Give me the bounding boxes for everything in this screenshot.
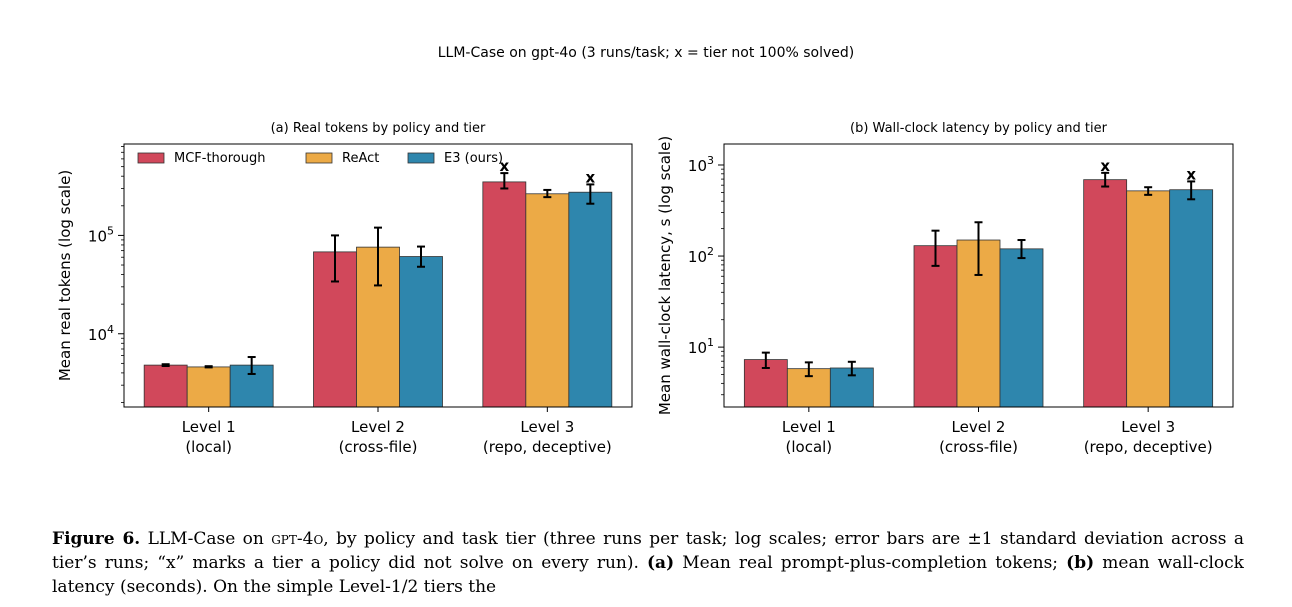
x-tick-label: Level 3 <box>520 418 574 436</box>
y-axis-label: Mean wall-clock latency, s (log scale) <box>656 136 674 415</box>
x-tick-label: Level 1 <box>782 418 836 436</box>
figure-caption: Figure 6. LLM-Case on gpt-4o, by policy … <box>52 527 1244 607</box>
plot-frame <box>723 143 1234 408</box>
panel-a-tokens: (a) Real tokens by policy and tier Mean r… <box>56 121 633 456</box>
unsolved-x-marker: x <box>585 168 595 186</box>
x-tick-label: Level 2 <box>952 418 1006 436</box>
y-tick-label: 102 <box>688 245 714 266</box>
bar-mcf-thorough-level-3 <box>1083 179 1128 408</box>
caption-text-4: mean wall-clock latency (seconds). On th… <box>52 553 1244 597</box>
y-tick-label: 101 <box>688 336 714 357</box>
legend-swatch <box>305 152 333 164</box>
caption-b-label: (b) <box>1066 553 1095 573</box>
bar-mcf-thorough-level-1 <box>143 364 188 408</box>
legend-label: MCF-thorough <box>174 151 266 166</box>
legend-swatch <box>407 152 435 164</box>
bar-react-level-3 <box>1126 190 1171 408</box>
x-tick-sublabel: (local) <box>185 438 232 456</box>
bar-e3-ours-level-2 <box>399 256 443 408</box>
bar-mcf-thorough-level-2 <box>913 245 958 408</box>
unsolved-x-marker: x <box>1186 165 1196 183</box>
panel-title: (a) Real tokens by policy and tier <box>271 121 486 136</box>
caption-text-2: , by policy and task tier (three runs pe… <box>52 529 1244 573</box>
caption-figure-label: Figure 6. <box>52 529 141 549</box>
unsolved-x-marker: x <box>499 157 509 175</box>
y-tick-label: 105 <box>88 224 114 245</box>
legend-swatch <box>137 152 165 164</box>
legend-label: E3 (ours) <box>444 151 503 166</box>
bar-react-level-3 <box>525 193 570 408</box>
caption-text-3: Mean real prompt-plus-completion tokens; <box>674 553 1067 573</box>
caption-a-label: (a) <box>647 553 675 573</box>
bar-mcf-thorough-level-3 <box>482 181 527 408</box>
x-tick-label: Level 3 <box>1121 418 1175 436</box>
panel-title: (b) Wall-clock latency by policy and tie… <box>850 121 1108 136</box>
y-tick-label: 104 <box>88 323 114 344</box>
plot-frame <box>123 143 633 408</box>
x-tick-sublabel: (repo, deceptive) <box>483 438 612 456</box>
caption-text-1: LLM-Case on <box>140 529 272 549</box>
bar-e3-ours-level-3 <box>1169 189 1214 408</box>
legend-label: ReAct <box>342 151 379 166</box>
bar-react-level-1 <box>186 366 231 408</box>
x-tick-sublabel: (cross-file) <box>939 438 1018 456</box>
x-tick-sublabel: (repo, deceptive) <box>1084 438 1213 456</box>
x-tick-label: Level 2 <box>351 418 405 436</box>
caption-model-name: gpt-4o <box>271 529 324 549</box>
bar-e3-ours-level-2 <box>999 248 1044 408</box>
figure-canvas: LLM-Case on gpt-4o (3 runs/task; x = tie… <box>56 45 1234 456</box>
bar-e3-ours-level-3 <box>568 191 613 408</box>
figure-suptitle: LLM-Case on gpt-4o (3 runs/task; x = tie… <box>438 45 855 61</box>
y-axis-label: Mean real tokens (log scale) <box>56 170 74 381</box>
panel-b-latency: (b) Wall-clock latency by policy and tie… <box>656 121 1234 456</box>
y-tick-label: 103 <box>688 154 714 175</box>
x-tick-sublabel: (cross-file) <box>339 438 418 456</box>
x-tick-label: Level 1 <box>182 418 236 436</box>
unsolved-x-marker: x <box>1100 157 1110 175</box>
x-tick-sublabel: (local) <box>786 438 833 456</box>
